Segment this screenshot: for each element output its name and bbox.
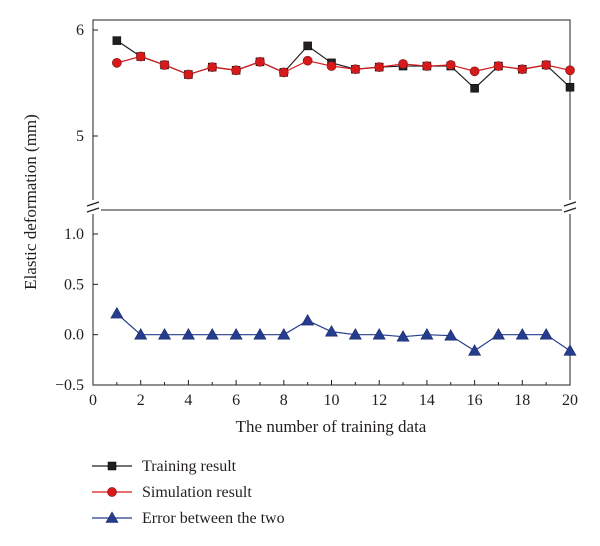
y-tick-label: 6 [76,22,84,39]
data-point [565,65,575,76]
data-point [183,69,194,80]
data-point [565,82,575,92]
x-tick-label: 4 [184,392,192,409]
x-tick-label: 18 [514,392,530,409]
axis-break-left [85,200,101,214]
y-tick-label: 5 [76,128,84,145]
data-point [563,344,577,356]
legend-label: Error between the two [142,510,285,527]
data-point [445,60,456,70]
series-3 [110,306,577,356]
data-point [158,328,172,340]
x-axis-label: The number of training data [236,417,427,436]
data-point [111,58,122,68]
data-point [420,328,434,340]
data-point [350,64,361,75]
data-point [539,328,553,340]
y-tick-label: 1.0 [64,226,84,243]
legend-item: Training result [92,458,237,475]
data-point [469,66,480,77]
series-layer [110,36,577,356]
data-point [159,60,170,70]
legend-label: Simulation result [142,484,252,501]
data-point [493,61,504,71]
data-point [110,306,124,319]
data-point [231,65,241,76]
series-2 [111,51,575,80]
y-tick-label: 0.0 [64,327,84,344]
data-point [207,62,218,72]
data-point [515,328,529,340]
legend-item: Simulation result [92,484,252,501]
x-tick-label: 6 [232,392,240,409]
data-point [491,328,505,340]
data-point [302,55,313,66]
data-point [444,329,458,341]
series-1 [112,36,575,93]
data-point [277,328,291,340]
data-point [303,41,312,51]
data-point [541,60,552,70]
x-tick-label: 2 [137,392,145,409]
data-point [396,330,410,342]
y-axis-label: Elastic deformation (mm) [21,114,40,290]
data-point [517,64,528,75]
data-point [470,84,479,93]
data-point [301,313,315,326]
lower-panel-frame [92,209,571,386]
data-point [374,62,385,72]
legend: Training result Simulation result Error be… [92,458,285,527]
x-tick-label: 20 [562,392,578,409]
data-point [468,344,482,356]
x-tick-label: 10 [324,392,340,409]
legend-marker [107,461,117,471]
x-tick-label: 14 [419,392,435,409]
axis-break-right [562,200,578,214]
x-axis-ticks: 0 2 4 6 8 10 12 14 16 18 20 [89,380,578,409]
y-tick-label: 0.5 [64,276,84,293]
data-point [398,59,408,69]
legend-item: Error between the two [92,510,285,527]
data-point [181,328,195,340]
x-tick-label: 0 [89,392,97,409]
plot-area: 0 2 4 6 8 10 12 14 16 18 20 5 6 −0.5 0.0 0.5 1.0 [55,19,578,409]
legend-label: Training result [142,458,237,475]
y-axis-ticks: 5 6 −0.5 0.0 0.5 1.0 [55,22,98,394]
legend-marker [105,511,119,523]
x-tick-label: 8 [280,392,288,409]
data-point [205,328,219,340]
data-point [255,56,265,67]
x-tick-label: 16 [467,392,483,409]
legend-marker [107,487,117,497]
data-point [134,328,148,340]
series-line [116,313,571,352]
data-point [348,328,362,340]
data-point [324,325,339,337]
data-point [229,328,243,340]
data-point [253,328,267,340]
data-point [372,328,386,340]
data-point [135,51,146,62]
upper-panel-frame [92,19,571,211]
data-point [278,67,289,78]
data-point [326,61,337,71]
y-tick-label: −0.5 [55,377,84,394]
x-tick-label: 12 [371,392,387,409]
data-point [422,61,432,71]
data-point [112,36,122,45]
